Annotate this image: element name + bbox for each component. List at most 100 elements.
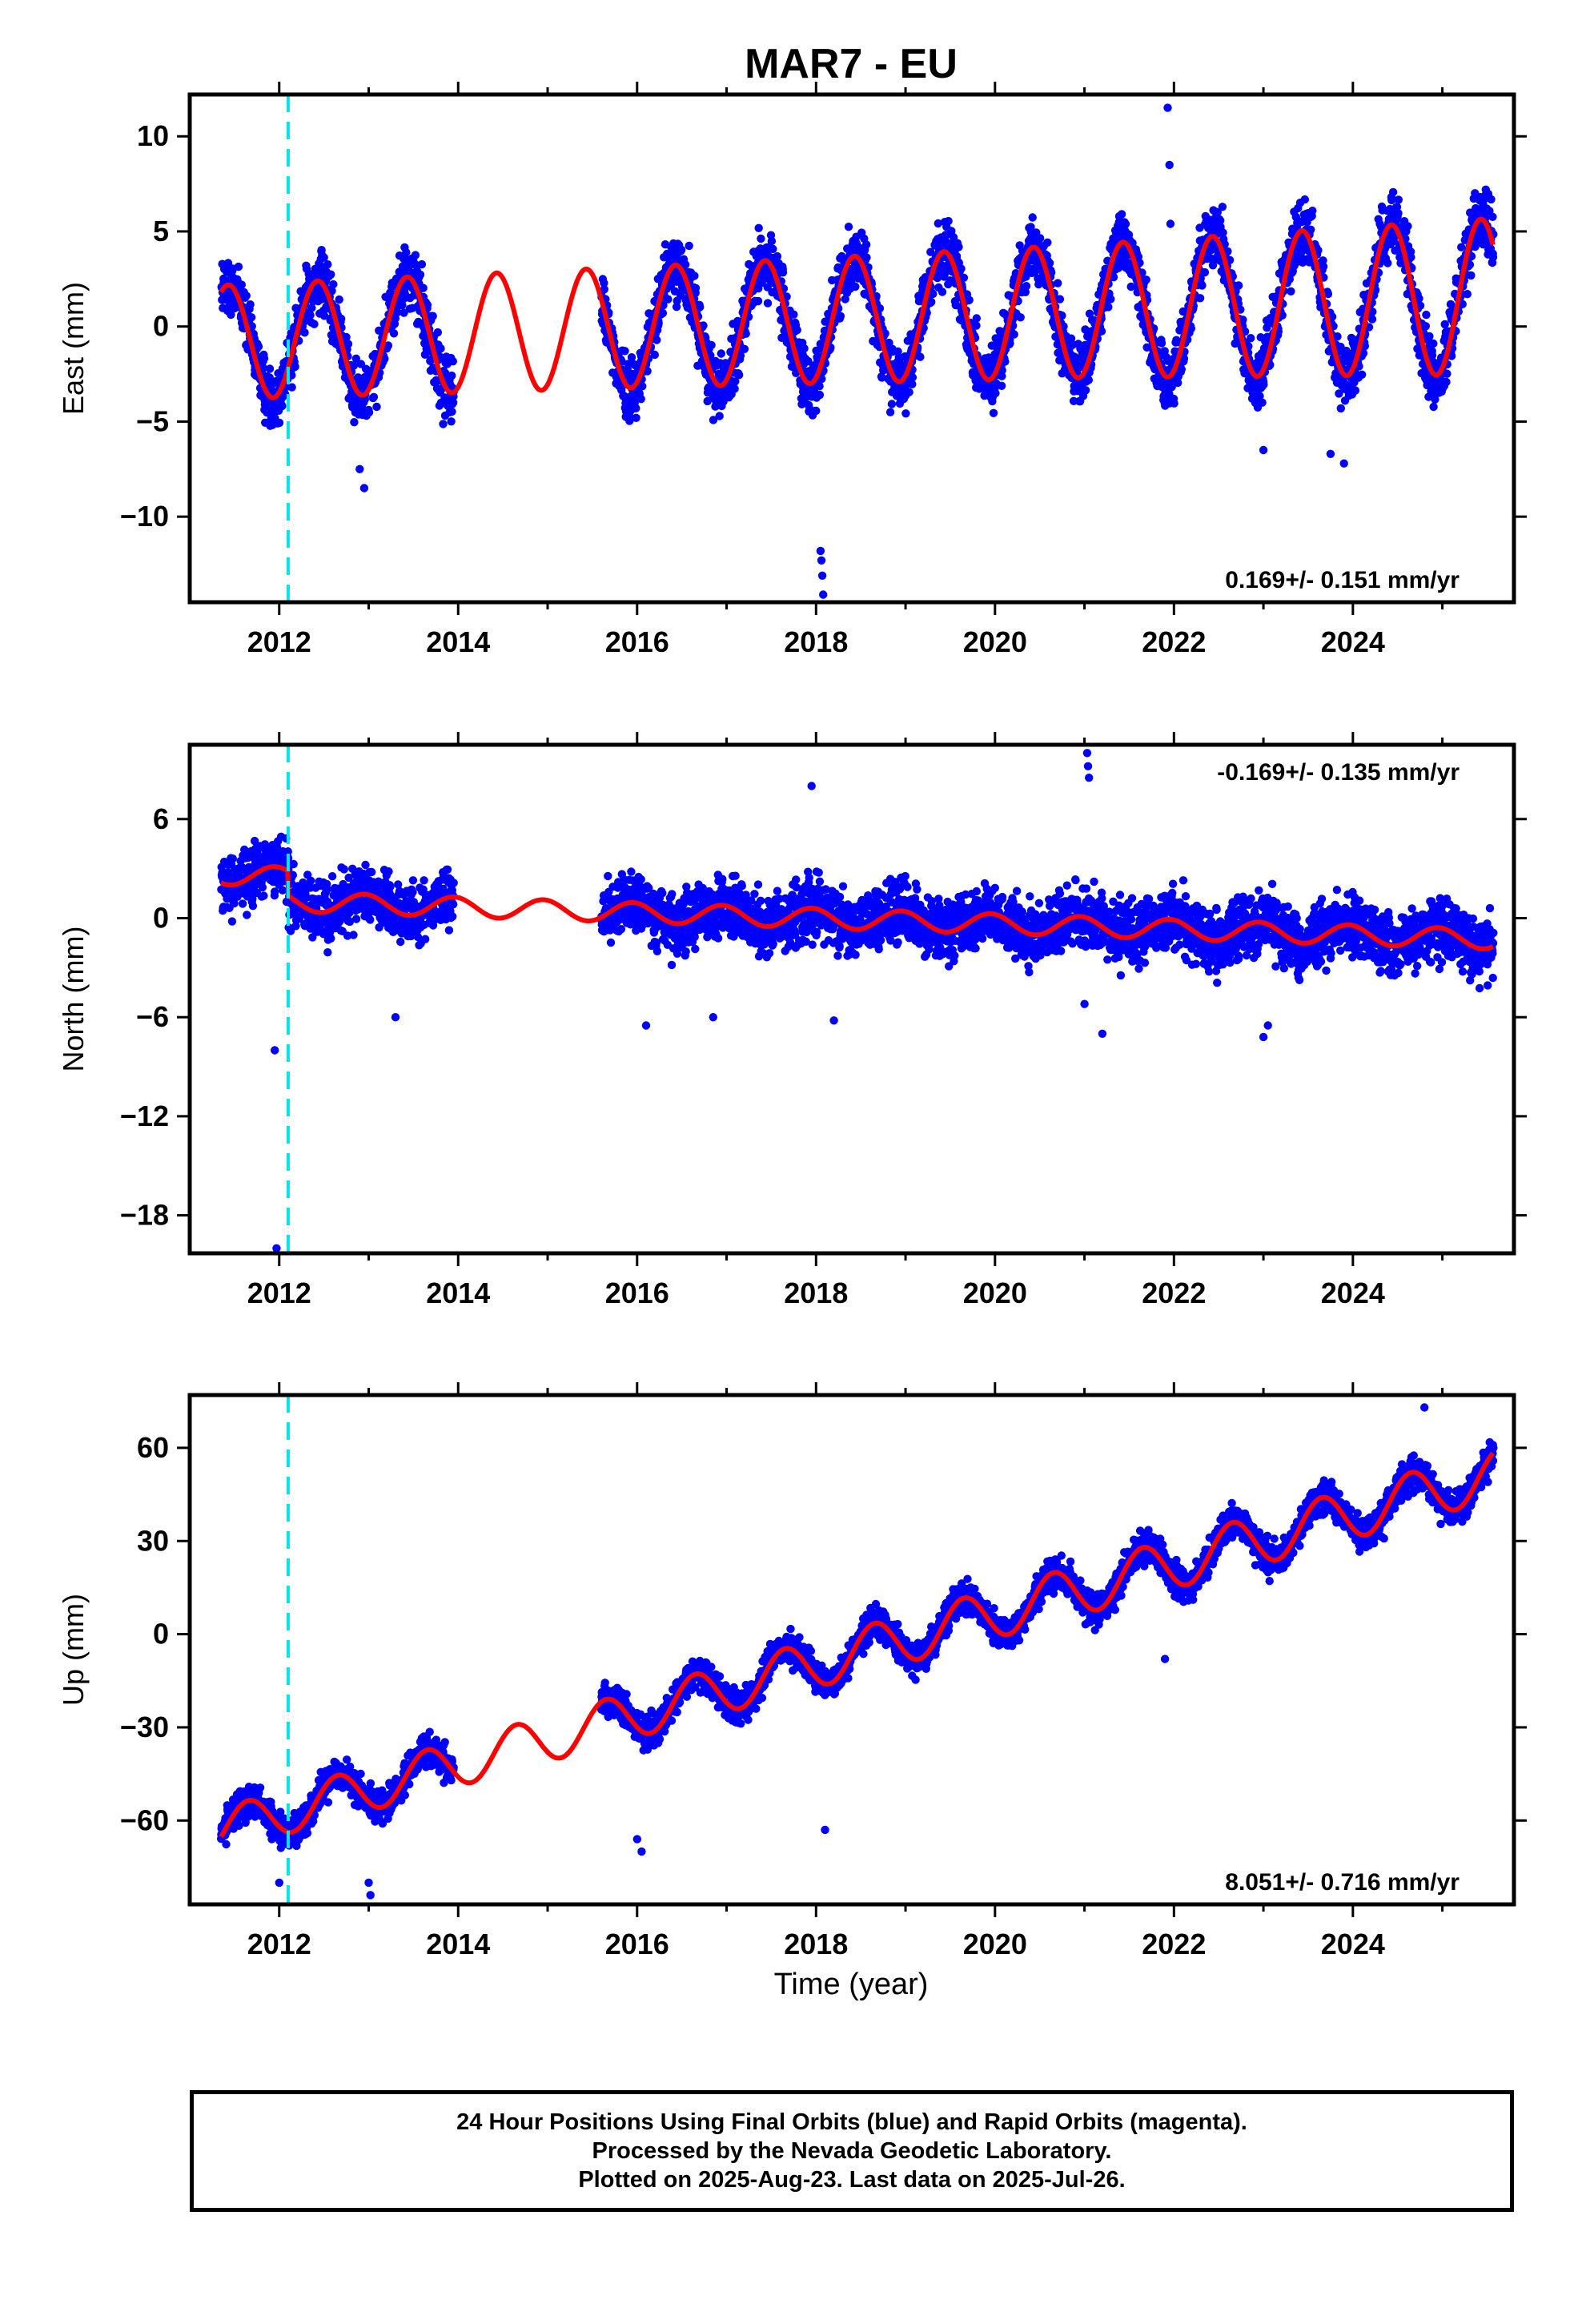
x-tick-label: 2014 xyxy=(426,625,490,658)
data-point xyxy=(1429,402,1438,412)
data-point xyxy=(1429,339,1438,348)
data-point xyxy=(234,262,243,271)
data-point xyxy=(650,350,659,360)
data-point xyxy=(1016,313,1025,322)
data-point xyxy=(959,273,969,282)
data-point xyxy=(351,915,361,923)
data-point xyxy=(1422,310,1431,320)
data-point xyxy=(812,406,821,416)
data-point xyxy=(372,402,381,412)
data-point xyxy=(411,251,420,259)
data-point xyxy=(289,859,298,869)
data-point xyxy=(278,886,287,895)
data-point xyxy=(227,917,237,926)
data-point xyxy=(1198,281,1207,290)
north-data-points xyxy=(217,749,1498,1253)
data-point xyxy=(265,364,275,373)
chart-title: MAR7 - EU xyxy=(745,41,958,87)
data-point xyxy=(652,336,661,344)
outlier-point xyxy=(1163,103,1172,112)
data-point xyxy=(366,915,375,924)
data-point xyxy=(1488,212,1497,221)
data-point xyxy=(351,354,360,363)
data-point xyxy=(396,937,405,947)
data-point xyxy=(938,287,947,296)
data-point xyxy=(998,372,1006,380)
data-point xyxy=(247,322,256,331)
data-point xyxy=(836,312,845,320)
data-point xyxy=(851,282,860,292)
data-point xyxy=(349,361,358,370)
data-point xyxy=(228,854,237,863)
data-point xyxy=(844,223,853,231)
data-point xyxy=(391,314,400,323)
data-point xyxy=(1121,219,1130,228)
outlier-point xyxy=(817,556,826,565)
data-point xyxy=(384,867,393,876)
data-point xyxy=(885,408,895,416)
outlier-point xyxy=(816,546,825,556)
data-point xyxy=(1117,210,1126,219)
data-point xyxy=(417,259,427,269)
data-point xyxy=(773,251,782,261)
data-point xyxy=(400,308,408,317)
data-point xyxy=(1440,320,1449,329)
data-point xyxy=(989,408,998,417)
x-tick-label: 2022 xyxy=(1142,625,1206,658)
data-point xyxy=(681,260,690,269)
data-point xyxy=(335,295,343,304)
data-point xyxy=(600,279,608,287)
data-point xyxy=(944,216,953,226)
data-point xyxy=(690,271,699,280)
x-tick-label: 2018 xyxy=(784,625,848,658)
data-point xyxy=(625,416,634,425)
data-point xyxy=(306,311,315,320)
data-point xyxy=(916,352,925,361)
data-point xyxy=(1001,357,1010,366)
data-point xyxy=(1177,365,1186,374)
outlier-point xyxy=(1259,445,1268,455)
data-point xyxy=(817,374,826,384)
data-point xyxy=(997,381,1006,390)
data-point xyxy=(342,332,351,342)
data-point xyxy=(364,408,374,417)
data-point xyxy=(778,268,788,277)
data-point xyxy=(947,227,956,235)
data-point xyxy=(672,303,681,312)
data-point xyxy=(763,299,773,308)
data-point xyxy=(998,366,1006,375)
data-point xyxy=(632,413,640,422)
data-point xyxy=(933,273,942,283)
data-point xyxy=(717,349,725,358)
data-point xyxy=(740,344,749,353)
data-point xyxy=(380,354,389,364)
data-point xyxy=(861,240,871,249)
data-point xyxy=(972,321,981,330)
data-point xyxy=(259,891,268,900)
data-point xyxy=(350,418,359,427)
y-tick-label: −5 xyxy=(136,404,169,437)
outlier-point xyxy=(1165,160,1174,170)
data-point xyxy=(339,865,348,874)
data-point xyxy=(1218,203,1227,211)
data-point xyxy=(254,342,263,351)
data-point xyxy=(1333,332,1342,341)
data-point xyxy=(327,934,335,943)
data-point xyxy=(1487,195,1496,204)
data-point xyxy=(707,340,716,350)
data-point xyxy=(754,223,763,232)
data-point xyxy=(908,373,917,382)
data-point xyxy=(1157,339,1166,348)
data-point xyxy=(991,388,1000,398)
data-point xyxy=(875,304,885,313)
data-point xyxy=(447,417,456,426)
data-point xyxy=(327,872,337,881)
panels: 2012 2014 2016 2018 2020 2022 20241050−5−10Eas… xyxy=(57,82,1527,1960)
data-point xyxy=(1308,207,1317,215)
data-point xyxy=(327,270,335,279)
data-point xyxy=(696,303,705,312)
data-point xyxy=(1467,271,1476,280)
data-point xyxy=(389,329,399,338)
data-point xyxy=(1142,275,1150,284)
